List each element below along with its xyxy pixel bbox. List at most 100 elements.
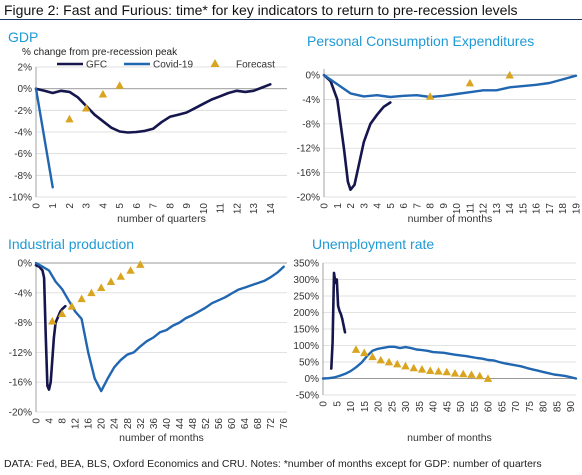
y-tick-label: 2%	[18, 63, 33, 74]
x-tick-label: 12	[71, 418, 82, 430]
forecast-point	[465, 78, 475, 87]
x-tick-label: 44	[175, 418, 186, 430]
y-tick-label: -8%	[14, 318, 32, 329]
x-tick-label: 4	[98, 203, 109, 209]
y-tick-label: -10%	[9, 193, 32, 204]
legend-gfc-label: GFC	[86, 60, 107, 71]
x-tick-label: 60	[484, 401, 495, 413]
forecast-point	[360, 348, 369, 357]
x-tick-label: 36	[149, 418, 160, 430]
y-tick-label: -20%	[9, 408, 32, 419]
forecast-point	[467, 370, 476, 378]
forecast-point	[82, 103, 91, 112]
x-tick-label: 55	[470, 401, 481, 413]
forecast-point	[351, 345, 361, 353]
y-tick-label: -6%	[14, 149, 32, 160]
forecast-point	[48, 316, 57, 325]
x-tick-label: 13	[249, 203, 260, 215]
x-tick-label: 7	[412, 203, 423, 209]
x-tick-label: 0	[319, 401, 330, 407]
panel-4: Unemployment rate350%300%250%200%150%100…	[293, 236, 578, 444]
x-tick-label: 15	[518, 203, 529, 215]
x-tick-label: 5	[115, 203, 126, 209]
x-tick-label: 90	[566, 401, 577, 413]
y-tick-label: -16%	[297, 168, 320, 179]
forecast-point	[401, 361, 410, 370]
forecast-point	[409, 363, 418, 372]
x-tick-label: 17	[545, 203, 556, 215]
panel-title: GDP	[8, 29, 38, 45]
legend-forecast-label: Forecast	[236, 60, 275, 71]
panel-title: Industrial production	[8, 236, 134, 252]
x-axis-label: number of months	[407, 432, 492, 444]
footnote: DATA: Fed, BEA, BLS, Oxford Economics an…	[4, 458, 542, 470]
gfc-series-line	[322, 73, 392, 191]
y-tick-label: -50%	[296, 391, 319, 402]
covid-series-line	[322, 73, 578, 99]
forecast-point	[136, 260, 145, 268]
y-tick-label: 0%	[18, 84, 33, 95]
x-tick-label: 5	[332, 401, 343, 407]
x-tick-label: 2	[346, 203, 357, 209]
forecast-point	[442, 367, 451, 376]
forecast-point	[417, 365, 427, 373]
y-tick-label: -12%	[9, 348, 32, 359]
forecast-point	[67, 302, 77, 310]
x-tick-label: 10	[452, 203, 463, 215]
forecast-point	[425, 92, 435, 100]
x-tick-label: 1	[333, 203, 344, 209]
y-tick-label: 50%	[299, 358, 319, 369]
x-tick-label: 52	[201, 418, 212, 430]
x-tick-label: 65	[497, 401, 508, 413]
forecast-point	[368, 352, 377, 361]
y-tick-label: 350%	[293, 259, 319, 270]
x-tick-label: 10	[346, 401, 357, 413]
legend-covid-label: Covid-19	[153, 60, 193, 71]
x-tick-label: 20	[97, 418, 108, 430]
panel-2: Personal Consumption Expenditures 0% -4% -8…	[297, 33, 582, 225]
x-tick-label: 1	[48, 203, 59, 209]
forecast-point	[459, 369, 468, 378]
x-tick-label: 11	[216, 203, 227, 214]
forecast-point	[505, 70, 514, 79]
x-tick-label: 85	[552, 401, 563, 413]
x-tick-label: 48	[188, 418, 199, 430]
x-tick-label: 50	[456, 401, 467, 413]
forecast-point	[426, 366, 435, 374]
x-tick-label: 4	[45, 418, 56, 424]
x-tick-label: 0	[32, 203, 43, 209]
x-tick-label: 68	[253, 418, 264, 430]
panel-3: Industrial production 0% -4% -8% -12% -16% -20…	[8, 236, 290, 444]
y-tick-label: -20%	[297, 193, 320, 204]
x-tick-label: 4	[373, 203, 384, 209]
y-tick-label: 0%	[305, 374, 320, 385]
x-tick-label: 72	[266, 418, 277, 430]
y-tick-label: -2%	[14, 106, 32, 117]
x-tick-label: 13	[492, 203, 503, 215]
x-axis-label: number of months	[408, 213, 493, 225]
forecast-point	[87, 288, 96, 297]
gfc-series-line	[330, 271, 347, 370]
y-tick-label: -4%	[302, 95, 320, 106]
legend-forecast-swatch	[210, 59, 220, 67]
x-tick-label: 5	[386, 203, 397, 209]
forecast-point	[384, 357, 394, 366]
x-tick-label: 14	[266, 203, 277, 215]
covid-series-line	[321, 345, 578, 380]
x-tick-label: 12	[232, 203, 243, 215]
x-tick-label: 6	[399, 203, 410, 209]
x-tick-label: 6	[132, 203, 143, 209]
x-axis-label: number of quarters	[117, 213, 206, 225]
x-tick-label: 18	[558, 203, 569, 215]
x-tick-label: 30	[401, 401, 412, 413]
figure-title: Figure 2: Fast and Furious: time* for ke…	[4, 2, 518, 18]
y-tick-label: -8%	[14, 171, 32, 182]
x-tick-label: 24	[110, 418, 121, 430]
x-tick-label: 8	[426, 203, 437, 209]
x-tick-label: 35	[415, 401, 426, 413]
x-axis-label: number of months	[119, 432, 204, 444]
y-tick-label: 0%	[306, 71, 321, 82]
x-tick-label: 8	[58, 418, 69, 424]
y-tick-label: -4%	[14, 128, 32, 139]
